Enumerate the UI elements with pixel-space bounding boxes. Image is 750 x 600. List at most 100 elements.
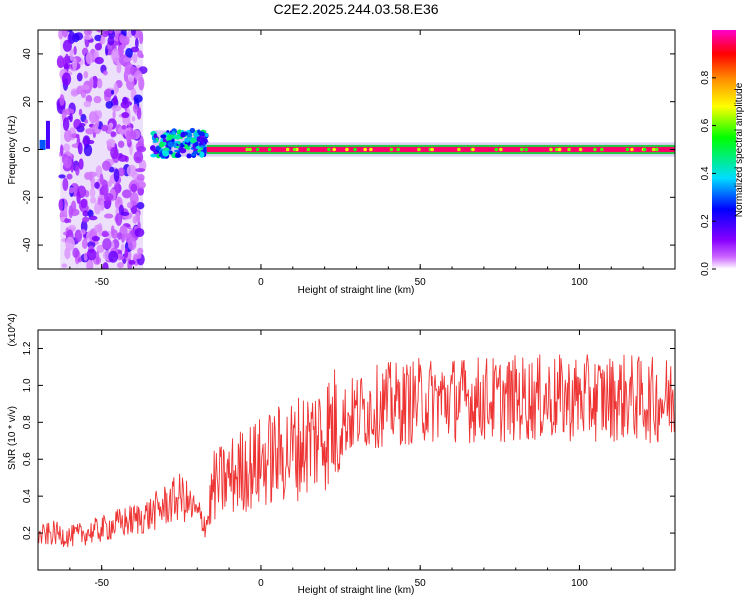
spectrogram-cell xyxy=(175,145,180,149)
colorbar: 0.0 0.2 0.4 0.6 0.8 Normalized spectral ampl… xyxy=(700,30,745,276)
spectrogram-cell xyxy=(77,142,83,155)
spectrogram-cell xyxy=(90,197,97,204)
spectrogram-cell xyxy=(117,167,125,177)
spectrogram-cell xyxy=(137,186,145,196)
spectrogram-cell xyxy=(292,147,297,152)
spectrogram-cell xyxy=(117,140,125,148)
spectrogram-cell xyxy=(68,205,74,219)
spectrogram-cell xyxy=(80,229,86,235)
spectrogram-cell xyxy=(95,250,100,265)
spectrogram-cell xyxy=(116,262,124,269)
spectrogram-cell xyxy=(345,147,349,152)
spectrogram-cell xyxy=(198,131,205,136)
snr-frame xyxy=(37,329,676,571)
spectrogram-cell xyxy=(64,53,69,65)
spectrogram-cell xyxy=(100,35,106,45)
spectrogram-cell xyxy=(186,147,191,150)
spectrogram-line-core xyxy=(206,146,675,153)
spectrogram-cell xyxy=(120,211,130,217)
spectrogram-cell xyxy=(494,147,499,152)
spectrogram-cell xyxy=(158,141,165,148)
snr-panel: -50 0 50 100 0.2 0.4 0.6 0.8 1.0 1.2 Height of s… xyxy=(7,313,676,596)
snr-y-label: SNR (10 * v/v) xyxy=(7,406,18,470)
spectrogram-cell xyxy=(163,147,170,151)
spectrogram-cell xyxy=(113,168,120,182)
spectrogram-cell xyxy=(72,57,78,72)
spectrogram-cell xyxy=(69,113,73,123)
spectrogram-cell xyxy=(80,84,91,90)
colorbar-tick-label: 0.0 xyxy=(700,262,711,276)
spectrogram-cell xyxy=(625,147,630,152)
spectrogram-cell xyxy=(134,37,139,49)
spectrogram-cell xyxy=(88,78,93,90)
spectrogram-cell xyxy=(106,138,116,147)
spectrogram-y-tick-label: -40 xyxy=(22,237,33,252)
spectrogram-cell xyxy=(116,62,122,74)
spectrogram-cell xyxy=(101,160,111,171)
spectrogram-cell xyxy=(194,141,199,147)
spectrogram-cell xyxy=(111,229,118,240)
spectrogram-marks xyxy=(39,30,675,269)
spectrogram-cell xyxy=(70,88,79,97)
spectrogram-cell xyxy=(190,153,196,157)
spectrogram-cell xyxy=(593,147,597,152)
spectrogram-cell xyxy=(63,143,71,152)
spectrogram-cell xyxy=(332,147,337,152)
spectrogram-cell xyxy=(94,42,103,51)
spectrogram-cell xyxy=(62,39,72,52)
spectrogram-cell xyxy=(111,105,122,112)
spectrogram-x-tick-label: 50 xyxy=(415,277,427,288)
spectrogram-cell xyxy=(113,82,118,96)
spectrogram-cell xyxy=(81,238,88,250)
spectrogram-cell xyxy=(205,133,209,138)
spectrogram-cell xyxy=(63,156,72,169)
spectrogram-y-ticks: -40 -20 0 20 40 xyxy=(22,48,675,252)
spectrogram-cell xyxy=(181,144,185,148)
spectrogram-cell xyxy=(162,150,170,157)
spectrogram-cell xyxy=(84,119,88,124)
snr-y-tick-label: 0.2 xyxy=(22,526,33,540)
spectrogram-cell xyxy=(85,128,95,135)
spectrogram-cell xyxy=(245,147,250,152)
spectrogram-cell xyxy=(103,183,109,197)
spectrogram-cell xyxy=(87,209,94,218)
spectrogram-cell xyxy=(110,89,115,95)
spectrogram-cell xyxy=(66,173,73,180)
spectrogram-cell xyxy=(102,238,112,251)
spectrogram-cell xyxy=(75,134,80,139)
spectrogram-cell xyxy=(76,191,81,204)
spectrogram-cell xyxy=(64,108,75,115)
colorbar-label: Normalized spectral amplitude xyxy=(734,82,745,217)
spectrogram-cell xyxy=(58,174,66,179)
spectrogram-cell xyxy=(107,180,113,188)
snr-x-ticks: -50 0 50 100 xyxy=(37,330,676,589)
spectrogram-cell xyxy=(457,147,461,152)
spectrogram-cell xyxy=(389,147,394,152)
snr-y-tick-label: 0.6 xyxy=(22,452,33,466)
spectrogram-cell xyxy=(39,139,46,150)
snr-x-tick-label: 100 xyxy=(571,578,588,589)
spectrogram-cell xyxy=(91,235,100,242)
spectrogram-cell xyxy=(124,247,129,259)
spectrogram-cell xyxy=(201,138,208,143)
spectrogram-cell xyxy=(600,147,604,152)
spectrogram-cell xyxy=(417,147,421,152)
spectrogram-cell xyxy=(68,31,76,45)
spectrogram-cell xyxy=(267,147,272,152)
spectrogram-cell xyxy=(73,45,77,56)
spectrogram-cell xyxy=(63,129,72,143)
colorbar-gradient xyxy=(712,30,736,269)
spectrogram-cell xyxy=(94,224,102,233)
figure-title: C2E2.2025.244.03.58.E36 xyxy=(273,1,438,17)
spectrogram-cell xyxy=(654,147,659,152)
spectrogram-cell xyxy=(110,146,119,160)
spectrogram-cell xyxy=(108,30,114,34)
spectrogram-cell xyxy=(115,212,123,226)
spectrogram-cell xyxy=(100,124,109,132)
spectrogram-x-tick-label: -50 xyxy=(94,277,109,288)
spectrogram-cell xyxy=(64,218,70,224)
spectrogram-x-tick-label: 100 xyxy=(571,277,588,288)
spectrogram-cell xyxy=(135,168,146,173)
spectrogram-y-tick-label: 40 xyxy=(22,48,33,60)
